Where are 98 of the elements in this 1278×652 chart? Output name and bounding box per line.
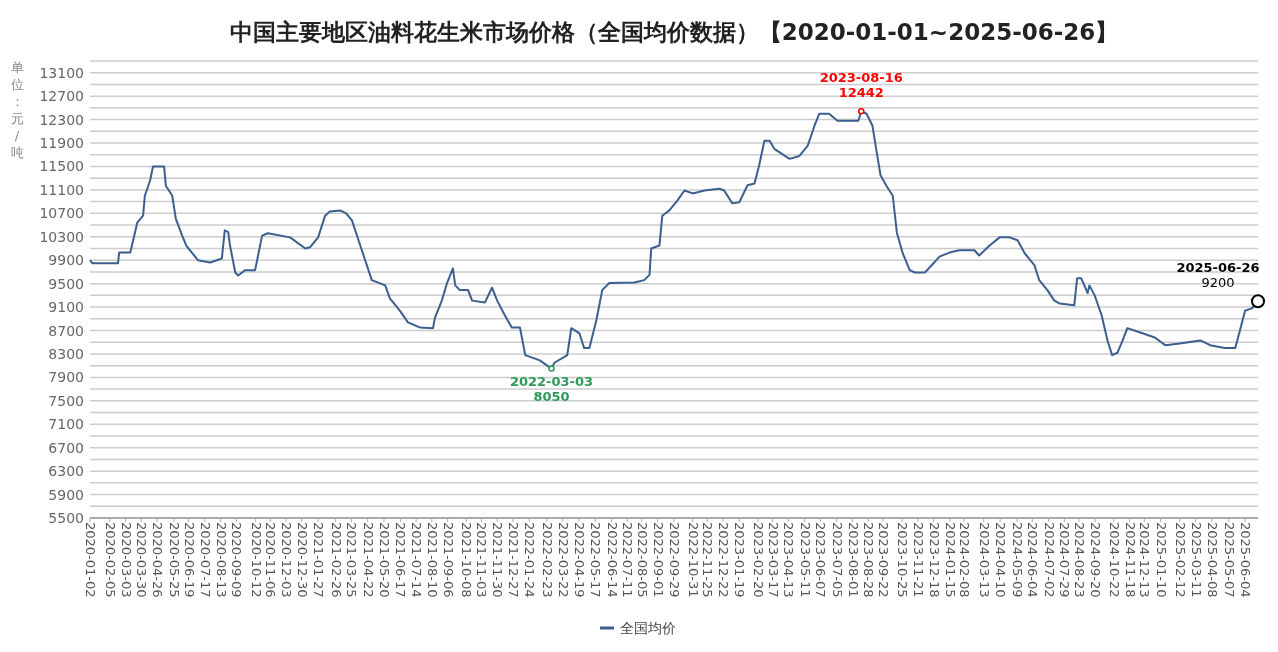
legend-label: 全国均价 xyxy=(620,620,676,636)
x-tick-label: 2020-07-17 xyxy=(197,522,213,598)
y-tick-label: 9500 xyxy=(48,275,84,292)
x-tick-label: 2023-05-11 xyxy=(797,522,813,598)
x-tick-label: 2025-01-10 xyxy=(1153,522,1169,598)
y-tick-label: 12700 xyxy=(39,88,84,105)
x-tick-label: 2022-11-25 xyxy=(700,522,716,598)
x-tick-label: 2023-11-21 xyxy=(910,522,926,598)
x-tick-label: 2023-10-25 xyxy=(895,522,911,598)
x-tick-label: 2020-09-09 xyxy=(229,522,245,598)
y-tick-label: 7900 xyxy=(48,369,84,386)
y-tick-label: 7500 xyxy=(48,392,84,409)
x-tick-label: 2025-05-07 xyxy=(1221,522,1237,598)
x-tick-label: 2022-12-22 xyxy=(716,522,732,598)
y-tick-label: 11500 xyxy=(39,158,84,175)
x-tick-label: 2021-07-14 xyxy=(409,522,425,598)
x-tick-label: 2020-05-25 xyxy=(167,522,183,598)
x-tick-label: 2024-06-04 xyxy=(1025,522,1041,598)
annotation: 2025-06-26 9200 xyxy=(1176,260,1260,291)
x-tick-label: 2022-06-14 xyxy=(604,522,620,598)
x-tick-label: 2021-11-03 xyxy=(474,522,490,598)
y-tick-label: 5500 xyxy=(48,510,84,526)
x-tick-label: 2024-09-20 xyxy=(1088,522,1104,598)
x-tick-label: 2022-01-24 xyxy=(522,522,538,598)
y-tick-label: 9100 xyxy=(48,299,84,316)
x-tick-label: 2022-09-29 xyxy=(667,522,682,598)
y-tick-label: 10700 xyxy=(39,205,84,222)
x-tick-label: 2023-03-17 xyxy=(765,522,781,598)
x-tick-label: 2021-04-22 xyxy=(360,522,376,598)
y-tick-label: 8300 xyxy=(48,345,84,362)
y-tick-label: 11100 xyxy=(39,181,84,198)
x-tick-label: 2024-02-08 xyxy=(956,522,972,598)
x-tick-label: 2020-06-19 xyxy=(181,522,197,598)
x-tick-label: 2020-03-03 xyxy=(118,522,134,598)
x-tick-label: 2025-03-11 xyxy=(1188,522,1204,598)
x-tick-label: 2021-05-20 xyxy=(377,522,393,598)
x-tick-label: 2025-06-04 xyxy=(1238,522,1254,598)
x-tick-label: 2020-08-13 xyxy=(213,522,229,598)
x-tick-label: 2021-11-30 xyxy=(490,522,506,598)
x-tick-label: 2023-12-18 xyxy=(926,522,942,598)
y-tick-label: 5900 xyxy=(48,486,84,503)
y-axis-title: 单位：元/吨 xyxy=(10,60,24,160)
x-tick-label: 2022-04-19 xyxy=(571,522,587,598)
x-tick-label: 2024-01-15 xyxy=(942,522,958,598)
y-tick-label: 6700 xyxy=(48,439,84,456)
x-tick-label: 2023-01-19 xyxy=(732,522,748,598)
x-tick-label: 2020-03-30 xyxy=(134,522,150,598)
x-tick-label: 2022-10-31 xyxy=(685,522,701,598)
x-tick-label: 2024-11-18 xyxy=(1122,522,1138,598)
x-tick-label: 2021-08-10 xyxy=(424,522,440,598)
x-tick-label: 2024-03-13 xyxy=(976,522,992,598)
annotation: 2023-08-16 12442 xyxy=(819,70,903,101)
x-tick-label: 2023-02-20 xyxy=(751,522,767,598)
x-tick-label: 2020-04-26 xyxy=(150,522,166,598)
x-tick-label: 2022-02-23 xyxy=(539,522,555,598)
x-tick-label: 2022-05-17 xyxy=(588,522,604,598)
x-tick-label: 2021-09-06 xyxy=(440,522,456,598)
x-tick-label: 2022-03-22 xyxy=(555,522,571,598)
x-tick-label: 2023-08-28 xyxy=(861,522,877,598)
x-tick-label: 2021-12-27 xyxy=(505,522,521,598)
x-tick-label: 2023-04-13 xyxy=(781,522,797,598)
y-tick-label: 7100 xyxy=(48,416,84,433)
x-tick-label: 2025-02-12 xyxy=(1172,522,1188,598)
y-tick-label: 8700 xyxy=(48,322,84,339)
x-tick-label: 2022-08-05 xyxy=(634,522,650,598)
y-tick-label: 9900 xyxy=(48,252,84,269)
x-tick-label: 2024-08-23 xyxy=(1071,522,1087,598)
x-tick-label: 2020-12-03 xyxy=(279,522,295,598)
x-tick-label: 2023-07-05 xyxy=(829,522,845,598)
x-tick-label: 2024-05-09 xyxy=(1010,522,1026,598)
x-tick-label: 2020-11-06 xyxy=(263,522,279,598)
y-tick-label: 12300 xyxy=(39,111,84,128)
x-tick-label: 2023-09-22 xyxy=(875,522,891,598)
x-tick-label: 2021-02-26 xyxy=(328,522,344,598)
x-tick-label: 2020-01-02 xyxy=(83,522,98,598)
x-tick-label: 2024-10-22 xyxy=(1106,522,1122,598)
x-tick-label: 2022-07-11 xyxy=(620,522,636,598)
x-tick-label: 2021-06-17 xyxy=(393,522,409,598)
y-tick-label: 13100 xyxy=(39,64,84,81)
x-tick-label: 2023-06-07 xyxy=(813,522,829,598)
x-tick-label: 2021-01-27 xyxy=(311,522,327,598)
x-tick-label: 2020-02-05 xyxy=(102,522,118,598)
x-tick-label: 2022-09-01 xyxy=(650,522,666,598)
x-tick-label: 2020-10-12 xyxy=(248,522,264,598)
x-tick-label: 2025-04-08 xyxy=(1204,522,1220,598)
y-tick-label: 6300 xyxy=(48,463,84,480)
chart-title: 中国主要地区油料花生米市场价格（全国均价数据）【2020-01-01~2025-06-26】 xyxy=(229,19,1119,45)
x-tick-label: 2024-07-29 xyxy=(1057,522,1073,598)
x-tick-label: 2024-12-13 xyxy=(1137,522,1153,598)
x-tick-label: 2023-08-01 xyxy=(845,522,861,598)
x-tick-label: 2024-04-10 xyxy=(993,522,1009,598)
y-tick-label: 11900 xyxy=(39,135,84,152)
x-tick-label: 2024-07-02 xyxy=(1041,522,1057,598)
x-tick-label: 2020-12-30 xyxy=(294,522,310,598)
y-tick-label: 10300 xyxy=(39,228,84,245)
x-tick-label: 2021-03-25 xyxy=(344,522,360,598)
x-tick-label: 2021-10-08 xyxy=(459,522,475,598)
annotation: 2022-03-03 8050 xyxy=(509,373,594,404)
